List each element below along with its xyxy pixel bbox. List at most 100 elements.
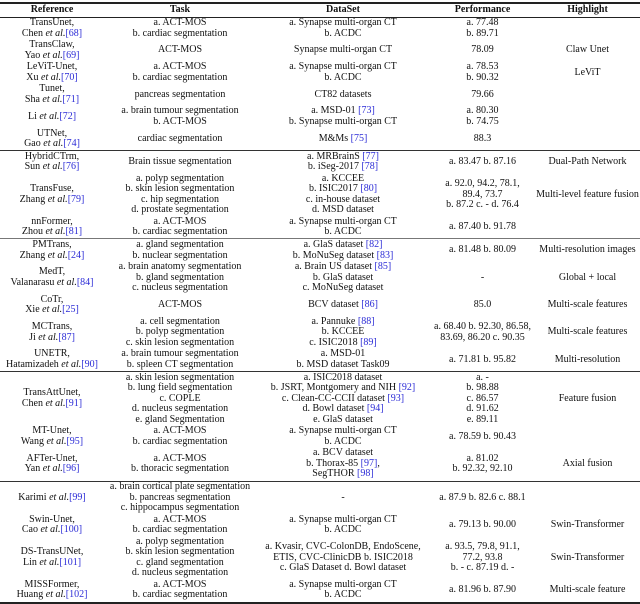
citation-link[interactable]: [73]	[358, 105, 375, 117]
citation-link[interactable]: [96]	[62, 463, 80, 475]
et-al: et al.	[45, 397, 66, 409]
dataset-line: e. GlaS dataset	[256, 414, 430, 426]
citation-link[interactable]: [85]	[374, 261, 392, 273]
dataset-name: a. MRBrainS	[307, 150, 363, 162]
task-cell: a. ACT-MOS b. thoracic segmentation	[104, 448, 256, 481]
table-row: UNETR, Hatamizadeh et al.[90] a. brain tum…	[0, 349, 640, 372]
dataset-name: b. KCCEE	[321, 326, 365, 338]
citation-link[interactable]: [102]	[65, 589, 88, 601]
reference-cell: TransUnet, Chen et al.[68]	[0, 17, 104, 40]
citation-link[interactable]: [94]	[366, 403, 384, 415]
citation-link[interactable]: [86]	[361, 298, 378, 310]
task-line: b. skin lesion segmentation	[125, 546, 235, 558]
performance-line: 85.0	[473, 298, 492, 310]
dataset-name: -	[341, 491, 345, 503]
performance-line: a. 81.02	[466, 452, 499, 464]
author: Chen	[21, 27, 43, 39]
citation-link[interactable]: [100]	[60, 524, 83, 536]
performance-line: a. 79.13 b. 90.00	[449, 518, 516, 530]
dataset-line: SegTHOR [98]	[256, 469, 430, 480]
task-line: pancreas segmentation	[134, 88, 226, 100]
et-al: et al.	[45, 589, 66, 601]
dataset-line: a. MSD-01	[256, 349, 430, 360]
performance-cell: -	[430, 262, 535, 295]
task-line: b. pancreas segmentation	[129, 491, 231, 503]
citation-link[interactable]: [68]	[65, 27, 83, 39]
author-line: Chen et al.[68]	[0, 27, 104, 40]
citation-link[interactable]: [95]	[66, 435, 84, 447]
performance-cell: a. 68.40 b. 92.30, 86.58, 83.69, 86.20 c.…	[430, 316, 535, 349]
table-row: MT-Unet, Wang et al.[95] a. ACT-MOS b. card…	[0, 426, 640, 448]
author: Lin	[22, 556, 37, 568]
table-row: nnFormer, Zhou et al.[81] a. ACT-MOS b. car…	[0, 216, 640, 239]
dataset-line: b. iSeg-2017 [78]	[256, 161, 430, 173]
citation-link[interactable]: [88]	[357, 315, 375, 327]
citation-link[interactable]: [72]	[59, 110, 77, 122]
table-row: DS-TransUNet, Lin et al.[101] a. polyp seg…	[0, 536, 640, 579]
dataset-name: a. Synapse multi-organ CT	[289, 578, 397, 590]
author: Sha	[24, 93, 40, 105]
et-al: et al.	[40, 524, 61, 536]
dataset-name: a. GlaS dataset	[303, 238, 366, 250]
dataset-line: b. MoNuSeg dataset [83]	[256, 249, 430, 262]
task-cell: pancreas segmentation	[104, 84, 256, 106]
reference-cell: TransAttUnet, Chen et al.[91]	[0, 371, 104, 426]
performance-cell: a. 93.5, 79.8, 91.1, 77.2, 93.8 b. - c. 87…	[430, 536, 535, 579]
author: Xu	[26, 71, 39, 83]
author-line: Karimi et al.[99]	[0, 491, 104, 504]
reference-cell: DS-TransUNet, Lin et al.[101]	[0, 536, 104, 579]
citation-link[interactable]: [69]	[62, 49, 80, 61]
dataset-line: b. ACDC	[256, 27, 430, 40]
task-cell: a. gland segmentation b. nuclear segmenta…	[104, 238, 256, 262]
citation-link[interactable]: [97]	[360, 457, 378, 469]
author: Cao	[21, 524, 38, 536]
citation-link[interactable]: [75]	[350, 132, 368, 144]
table-row: Swin-Unet, Cao et al.[100] a. ACT-MOS b. ca…	[0, 514, 640, 536]
citation-link[interactable]: [92]	[398, 382, 416, 394]
model-name: AFTer-Unet,	[26, 452, 78, 464]
et-al: et al.	[42, 49, 63, 61]
et-al: et al.	[46, 435, 67, 447]
citation-link[interactable]: [91]	[65, 397, 83, 409]
dataset-name: SegTHOR	[312, 468, 358, 480]
et-al: et al.	[42, 304, 63, 316]
author-line: Lin et al.[101]	[0, 556, 104, 569]
dataset-name: b. Thorax-85	[306, 457, 361, 469]
citation-link[interactable]: [93]	[387, 392, 405, 404]
citation-link[interactable]: [84]	[76, 276, 94, 288]
performance-line: a. 80.30	[466, 105, 499, 117]
citation-link[interactable]: [71]	[62, 93, 80, 105]
citation-link[interactable]: [76]	[62, 161, 80, 173]
citation-link[interactable]: [81]	[65, 226, 83, 238]
dataset-name: a. MSD-01	[311, 105, 359, 117]
citation-link[interactable]: [80]	[360, 183, 378, 195]
citation-link[interactable]: [98]	[357, 468, 374, 480]
citation-link[interactable]: [78]	[361, 161, 379, 173]
citation-link[interactable]: [89]	[360, 336, 377, 348]
task-line: b. cardiac segmentation	[132, 71, 228, 83]
citation-link[interactable]: [101]	[59, 556, 82, 568]
performance-cell: a. 81.96 b. 87.90	[430, 579, 535, 604]
dataset-name: b. ACDC	[324, 27, 362, 39]
dataset-cell: a. ISIC2018 dataset b. JSRT, Montgomery a…	[256, 371, 430, 426]
citation-link[interactable]: [24]	[67, 249, 85, 261]
dataset-line: a. MRBrainS [77]	[256, 150, 430, 163]
author: Yao	[24, 49, 41, 61]
citation-link[interactable]: [90]	[81, 359, 98, 370]
dataset-name: b. ACDC	[324, 435, 362, 447]
citation-link[interactable]: [82]	[365, 238, 383, 250]
dataset-cell: a. Synapse multi-organ CT b. ACDC	[256, 578, 430, 604]
citation-link[interactable]: [79]	[67, 193, 85, 205]
citation-link[interactable]: [77]	[362, 150, 379, 162]
performance-line: -	[480, 271, 485, 283]
author-line: Li et al.[72]	[0, 110, 104, 123]
citation-link[interactable]: [25]	[62, 304, 79, 316]
task-line: a. polyp segmentation	[135, 535, 225, 547]
citation-link[interactable]: [83]	[376, 249, 394, 261]
dataset-cell: a. Synapse multi-organ CT b. ACDC	[256, 17, 430, 40]
citation-link[interactable]: [99]	[69, 491, 86, 503]
citation-link[interactable]: [74]	[63, 138, 80, 150]
citation-link[interactable]: [87]	[58, 331, 75, 343]
dataset-line: a. Synapse multi-organ CT	[256, 514, 430, 526]
citation-link[interactable]: [70]	[61, 71, 78, 83]
